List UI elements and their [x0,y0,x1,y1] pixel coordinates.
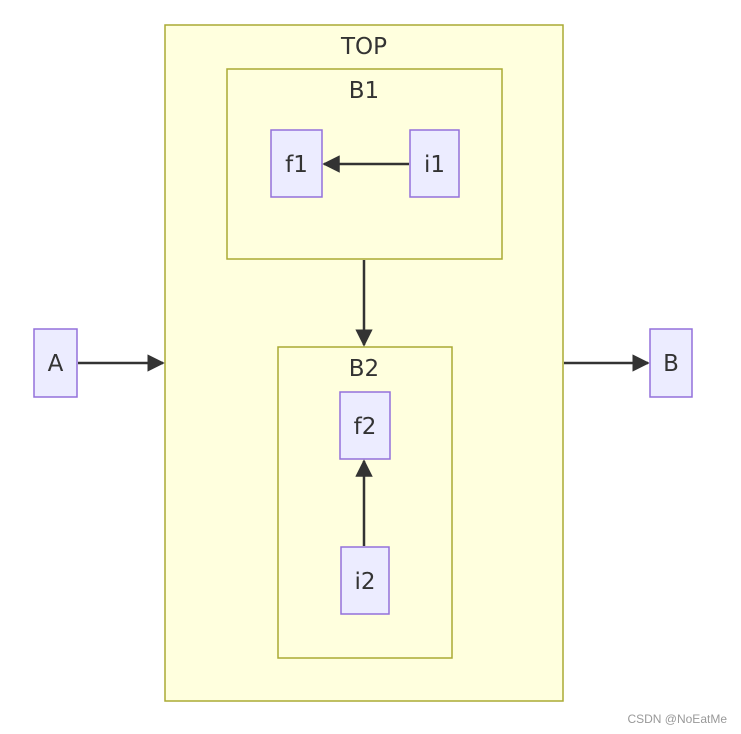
cluster-b2-label: B2 [349,356,379,382]
node-b[interactable]: B [649,328,693,398]
node-b-label: B [663,351,679,377]
node-f2[interactable]: f2 [339,391,391,460]
cluster-top-label: TOP [340,34,387,60]
node-i1-label: i1 [424,152,445,178]
cluster-b1-label: B1 [349,78,379,104]
node-a-label: A [48,351,64,377]
node-i2-label: i2 [354,569,375,595]
node-i2[interactable]: i2 [340,546,390,615]
node-f2-label: f2 [354,414,377,440]
node-a[interactable]: A [33,328,78,398]
node-f1[interactable]: f1 [270,129,323,198]
watermark: CSDN @NoEatMe [627,712,727,726]
node-i1[interactable]: i1 [409,129,460,198]
node-f1-label: f1 [285,152,308,178]
